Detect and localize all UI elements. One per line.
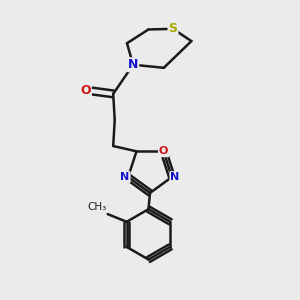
Text: S: S xyxy=(169,22,178,35)
Text: CH₃: CH₃ xyxy=(87,202,106,212)
Text: O: O xyxy=(159,146,168,156)
Text: N: N xyxy=(128,58,138,71)
Text: O: O xyxy=(80,84,91,97)
Text: N: N xyxy=(120,172,130,182)
Text: N: N xyxy=(170,172,180,182)
